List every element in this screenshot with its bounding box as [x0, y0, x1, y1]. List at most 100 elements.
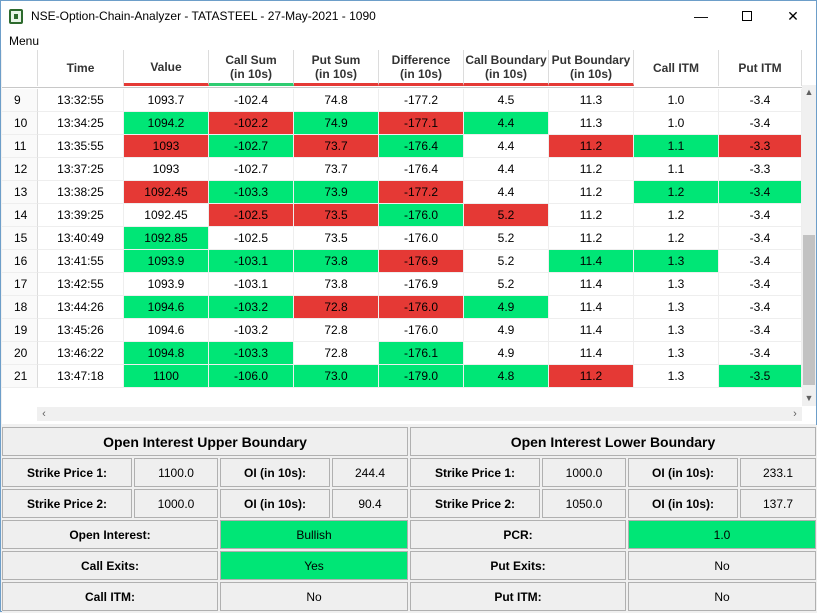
table-cell: -103.3 — [209, 181, 294, 204]
upper-strike2-value: 1000.0 — [134, 489, 218, 518]
table-cell: -176.4 — [379, 135, 464, 158]
vertical-scrollbar[interactable]: ▲ ▼ — [802, 85, 816, 406]
table-row[interactable]: 14 13:39:25 1092.45 -102.5 73.5 -176.0 5.2 11.2… — [2, 204, 802, 227]
upper-strike1-label: Strike Price 1: — [2, 458, 132, 487]
table-cell: 5.2 — [464, 273, 549, 296]
table-cell: 13:37:25 — [38, 158, 124, 181]
column-header[interactable]: Put ITM — [719, 50, 802, 86]
table-cell: 4.9 — [464, 342, 549, 365]
table-cell: -177.2 — [379, 89, 464, 112]
table-cell: 1.1 — [634, 135, 719, 158]
table-cell: 1.0 — [634, 112, 719, 135]
table-cell: 11.2 — [549, 227, 634, 250]
table-cell: -103.3 — [209, 342, 294, 365]
table-cell: -103.2 — [209, 296, 294, 319]
column-header[interactable]: Call Boundary (in 10s) — [464, 50, 549, 86]
scroll-up-icon[interactable]: ▲ — [804, 87, 814, 97]
scroll-thumb[interactable] — [803, 235, 815, 385]
title-bar[interactable]: NSE-Option-Chain-Analyzer - TATASTEEL - … — [1, 1, 816, 32]
table-cell: -176.0 — [379, 227, 464, 250]
row-index: 14 — [2, 204, 38, 227]
table-header: Time Value Call Sum (in 10s) Put Sum (in 10… — [2, 50, 802, 88]
pcr-value: 1.0 — [628, 520, 816, 549]
column-header[interactable]: Call ITM — [634, 50, 719, 86]
table-cell: 1.3 — [634, 273, 719, 296]
maximize-icon — [742, 11, 752, 22]
open-interest-value: Bullish — [220, 520, 408, 549]
table-cell: 1.3 — [634, 250, 719, 273]
scroll-down-icon[interactable]: ▼ — [804, 393, 814, 403]
row-index: 19 — [2, 319, 38, 342]
table-row[interactable]: 19 13:45:26 1094.6 -103.2 72.8 -176.0 4.9 11.4 1… — [2, 319, 802, 342]
summary-panel: Open Interest Upper Boundary Open Intere… — [2, 425, 817, 613]
table-cell: 1094.2 — [124, 112, 209, 135]
column-header[interactable]: Call Sum (in 10s) — [209, 50, 294, 86]
table-row[interactable]: 9 13:32:55 1093.7 -102.4 74.8 -177.2 4.5 11.3 1.… — [2, 89, 802, 112]
table-cell: 13:39:25 — [38, 204, 124, 227]
table-cell: 11.4 — [549, 250, 634, 273]
column-header[interactable]: Put Boundary (in 10s) — [549, 50, 634, 86]
table-cell: 1094.6 — [124, 319, 209, 342]
table-cell: 4.4 — [464, 158, 549, 181]
table-cell: 1093.7 — [124, 89, 209, 112]
table-cell: 13:41:55 — [38, 250, 124, 273]
upper-oi1-value: 244.4 — [332, 458, 408, 487]
row-index: 12 — [2, 158, 38, 181]
table-row[interactable]: 16 13:41:55 1093.9 -103.1 73.8 -176.9 5.2 11.4 1… — [2, 250, 802, 273]
table-cell: -176.9 — [379, 250, 464, 273]
app-icon — [9, 9, 23, 24]
table-cell: 74.8 — [294, 89, 379, 112]
maximize-button[interactable] — [724, 1, 770, 32]
table-cell: 1093 — [124, 135, 209, 158]
table-cell: 4.4 — [464, 181, 549, 204]
table-cell: 11.3 — [549, 89, 634, 112]
close-button[interactable]: ✕ — [787, 8, 799, 24]
table-cell: -3.4 — [719, 342, 802, 365]
table-row[interactable]: 10 13:34:25 1094.2 -102.2 74.9 -177.1 4.4 11.3 1… — [2, 112, 802, 135]
table-row[interactable]: 17 13:42:55 1093.9 -103.1 73.8 -176.9 5.2 11.4 1… — [2, 273, 802, 296]
table-cell: 73.8 — [294, 250, 379, 273]
table-row[interactable]: 13 13:38:25 1092.45 -103.3 73.9 -177.2 4.4 11.2… — [2, 181, 802, 204]
column-header[interactable]: Difference (in 10s) — [379, 50, 464, 86]
table-cell: -176.4 — [379, 158, 464, 181]
lower-oi1-value: 233.1 — [740, 458, 816, 487]
table-cell: -3.4 — [719, 204, 802, 227]
column-header[interactable]: Value — [124, 50, 209, 86]
column-header[interactable]: Put Sum (in 10s) — [294, 50, 379, 86]
lower-strike2-label: Strike Price 2: — [410, 489, 540, 518]
menu-item-menu[interactable]: Menu — [9, 34, 40, 48]
table-cell: -102.5 — [209, 204, 294, 227]
table-cell: 74.9 — [294, 112, 379, 135]
option-chain-table[interactable]: Time Value Call Sum (in 10s) Put Sum (in 10… — [2, 50, 816, 424]
scroll-right-icon[interactable]: › — [793, 408, 797, 420]
menu-bar: Menu — [1, 32, 816, 50]
table-cell: 1092.85 — [124, 227, 209, 250]
table-cell: 11.3 — [549, 112, 634, 135]
upper-oi1-label: OI (in 10s): — [220, 458, 330, 487]
table-row[interactable]: 15 13:40:49 1092.85 -102.5 73.5 -176.0 5.2 11.2… — [2, 227, 802, 250]
scroll-left-icon[interactable]: ‹ — [42, 408, 46, 420]
table-row[interactable]: 11 13:35:55 1093 -102.7 73.7 -176.4 4.4 11.2 1.1… — [2, 135, 802, 158]
upper-oi2-label: OI (in 10s): — [220, 489, 330, 518]
table-cell: 1093 — [124, 158, 209, 181]
table-cell: -176.0 — [379, 296, 464, 319]
table-row[interactable]: 12 13:37:25 1093 -102.7 73.7 -176.4 4.4 11.2 1.1… — [2, 158, 802, 181]
open-interest-label: Open Interest: — [2, 520, 218, 549]
table-row[interactable]: 20 13:46:22 1094.8 -103.3 72.8 -176.1 4.9 11.4 1… — [2, 342, 802, 365]
table-cell: 1.3 — [634, 319, 719, 342]
table-cell: 72.8 — [294, 319, 379, 342]
table-cell: 4.8 — [464, 365, 549, 388]
table-cell: -3.3 — [719, 158, 802, 181]
table-cell: -3.4 — [719, 296, 802, 319]
column-header[interactable]: Time — [38, 50, 124, 86]
upper-strike2-label: Strike Price 2: — [2, 489, 132, 518]
table-cell: 13:44:26 — [38, 296, 124, 319]
table-cell: 73.5 — [294, 227, 379, 250]
table-cell: -3.4 — [719, 112, 802, 135]
table-row[interactable]: 18 13:44:26 1094.6 -103.2 72.8 -176.0 4.9 11.4 1… — [2, 296, 802, 319]
table-row[interactable]: 21 13:47:18 1100 -106.0 73.0 -179.0 4.8 11.2 1.3… — [2, 365, 802, 388]
horizontal-scrollbar[interactable]: ‹ › — [37, 407, 802, 421]
minimize-button[interactable]: — — [694, 8, 708, 24]
table-cell: 5.2 — [464, 250, 549, 273]
put-exits-value: No — [628, 551, 816, 580]
